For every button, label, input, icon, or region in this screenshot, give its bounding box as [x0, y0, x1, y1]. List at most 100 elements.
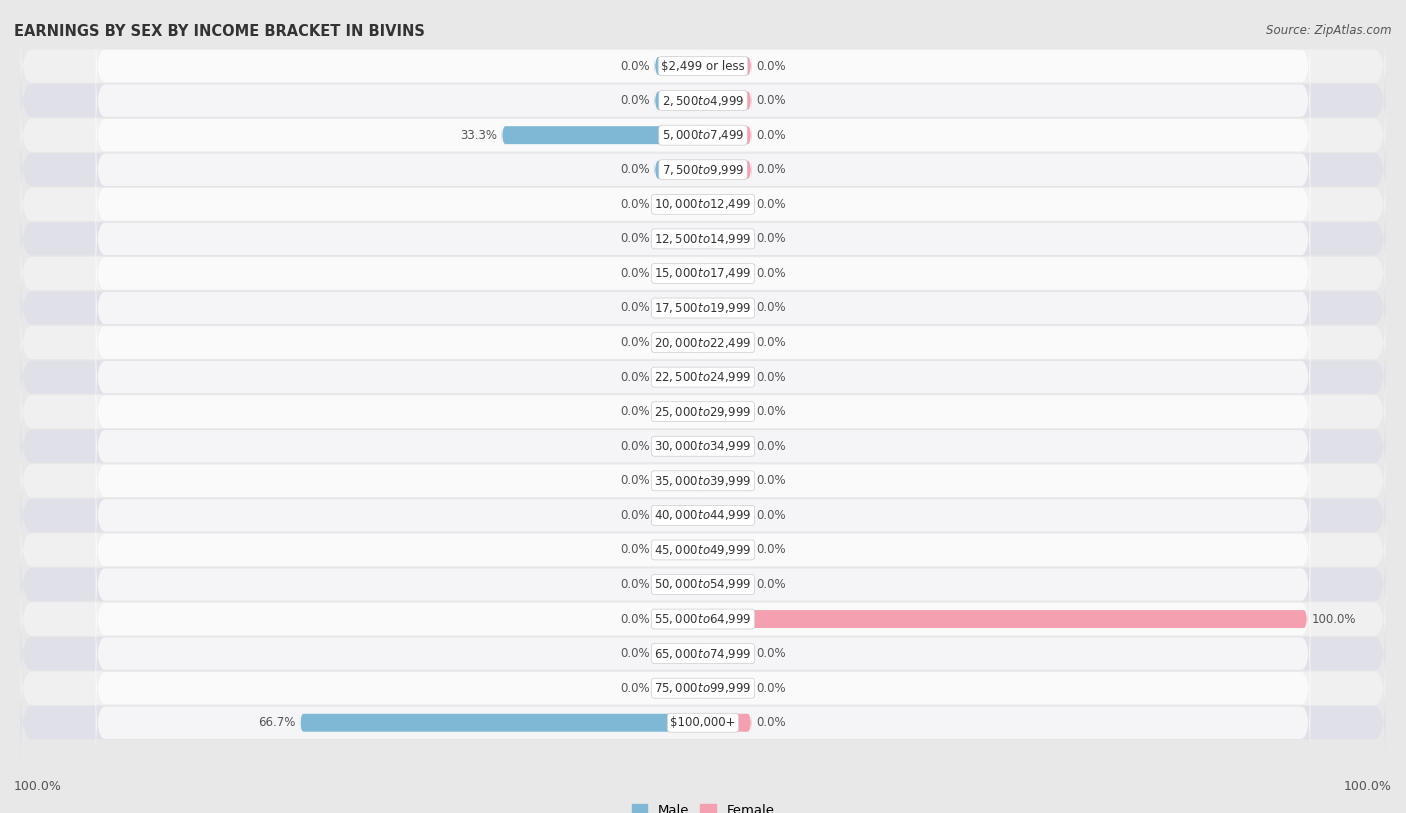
FancyBboxPatch shape [655, 227, 703, 250]
Text: 0.0%: 0.0% [756, 128, 786, 141]
FancyBboxPatch shape [20, 435, 1386, 527]
Text: $2,499 or less: $2,499 or less [661, 59, 745, 72]
Text: 0.0%: 0.0% [756, 267, 786, 280]
Text: 100.0%: 100.0% [14, 780, 62, 793]
Text: EARNINGS BY SEX BY INCOME BRACKET IN BIVINS: EARNINGS BY SEX BY INCOME BRACKET IN BIV… [14, 24, 425, 39]
FancyBboxPatch shape [20, 332, 1386, 423]
FancyBboxPatch shape [703, 400, 751, 424]
FancyBboxPatch shape [655, 572, 703, 596]
FancyBboxPatch shape [20, 124, 1386, 215]
Text: 66.7%: 66.7% [257, 716, 295, 729]
FancyBboxPatch shape [655, 642, 703, 665]
Text: $50,000 to $54,999: $50,000 to $54,999 [654, 577, 752, 592]
Text: $2,500 to $4,999: $2,500 to $4,999 [662, 93, 744, 107]
FancyBboxPatch shape [703, 365, 751, 389]
Text: 0.0%: 0.0% [756, 405, 786, 418]
FancyBboxPatch shape [96, 99, 1310, 171]
Text: $45,000 to $49,999: $45,000 to $49,999 [654, 543, 752, 557]
Text: 0.0%: 0.0% [756, 716, 786, 729]
FancyBboxPatch shape [502, 124, 703, 147]
FancyBboxPatch shape [96, 687, 1310, 759]
Text: 0.0%: 0.0% [620, 336, 650, 349]
Text: 0.0%: 0.0% [620, 59, 650, 72]
FancyBboxPatch shape [655, 262, 703, 285]
FancyBboxPatch shape [20, 401, 1386, 492]
Text: 33.3%: 33.3% [460, 128, 496, 141]
Text: 0.0%: 0.0% [620, 233, 650, 246]
FancyBboxPatch shape [655, 331, 703, 354]
Text: 0.0%: 0.0% [756, 371, 786, 384]
FancyBboxPatch shape [20, 55, 1386, 146]
Text: Source: ZipAtlas.com: Source: ZipAtlas.com [1267, 24, 1392, 37]
FancyBboxPatch shape [20, 539, 1386, 630]
FancyBboxPatch shape [703, 193, 751, 216]
Text: 0.0%: 0.0% [756, 474, 786, 487]
Text: $5,000 to $7,499: $5,000 to $7,499 [662, 128, 744, 142]
FancyBboxPatch shape [20, 470, 1386, 561]
Text: $55,000 to $64,999: $55,000 to $64,999 [654, 612, 752, 626]
Text: $12,500 to $14,999: $12,500 to $14,999 [654, 232, 752, 246]
Text: $35,000 to $39,999: $35,000 to $39,999 [654, 474, 752, 488]
FancyBboxPatch shape [703, 227, 751, 250]
Text: 0.0%: 0.0% [620, 612, 650, 625]
Text: $65,000 to $74,999: $65,000 to $74,999 [654, 646, 752, 661]
FancyBboxPatch shape [703, 158, 751, 181]
Text: $100,000+: $100,000+ [671, 716, 735, 729]
FancyBboxPatch shape [655, 676, 703, 700]
Text: 100.0%: 100.0% [1312, 612, 1357, 625]
Text: 0.0%: 0.0% [756, 163, 786, 176]
FancyBboxPatch shape [20, 573, 1386, 665]
FancyBboxPatch shape [96, 549, 1310, 620]
FancyBboxPatch shape [96, 480, 1310, 551]
FancyBboxPatch shape [703, 572, 751, 596]
FancyBboxPatch shape [96, 203, 1310, 275]
FancyBboxPatch shape [703, 331, 751, 354]
Text: 0.0%: 0.0% [756, 440, 786, 453]
Text: 0.0%: 0.0% [620, 578, 650, 591]
Text: 0.0%: 0.0% [620, 543, 650, 556]
FancyBboxPatch shape [20, 159, 1386, 250]
FancyBboxPatch shape [96, 653, 1310, 724]
Text: $40,000 to $44,999: $40,000 to $44,999 [654, 508, 752, 523]
FancyBboxPatch shape [20, 263, 1386, 354]
FancyBboxPatch shape [96, 237, 1310, 309]
Text: 0.0%: 0.0% [620, 440, 650, 453]
Text: 100.0%: 100.0% [1344, 780, 1392, 793]
FancyBboxPatch shape [20, 228, 1386, 319]
Text: $30,000 to $34,999: $30,000 to $34,999 [654, 439, 752, 453]
FancyBboxPatch shape [703, 262, 751, 285]
FancyBboxPatch shape [655, 538, 703, 562]
Text: 0.0%: 0.0% [620, 302, 650, 315]
FancyBboxPatch shape [655, 296, 703, 320]
FancyBboxPatch shape [96, 618, 1310, 689]
FancyBboxPatch shape [655, 400, 703, 424]
Text: 0.0%: 0.0% [620, 94, 650, 107]
FancyBboxPatch shape [703, 124, 751, 147]
FancyBboxPatch shape [96, 272, 1310, 344]
FancyBboxPatch shape [96, 30, 1310, 102]
Text: 0.0%: 0.0% [620, 474, 650, 487]
Text: $25,000 to $29,999: $25,000 to $29,999 [654, 405, 752, 419]
FancyBboxPatch shape [655, 607, 703, 631]
FancyBboxPatch shape [703, 676, 751, 700]
FancyBboxPatch shape [96, 341, 1310, 413]
FancyBboxPatch shape [655, 503, 703, 527]
FancyBboxPatch shape [655, 469, 703, 493]
Text: $7,500 to $9,999: $7,500 to $9,999 [662, 163, 744, 176]
Text: 0.0%: 0.0% [620, 371, 650, 384]
Text: $17,500 to $19,999: $17,500 to $19,999 [654, 301, 752, 315]
FancyBboxPatch shape [20, 20, 1386, 111]
FancyBboxPatch shape [20, 297, 1386, 388]
FancyBboxPatch shape [655, 89, 703, 112]
FancyBboxPatch shape [703, 469, 751, 493]
FancyBboxPatch shape [20, 642, 1386, 734]
FancyBboxPatch shape [96, 584, 1310, 654]
Text: 0.0%: 0.0% [620, 405, 650, 418]
Text: 0.0%: 0.0% [756, 647, 786, 660]
FancyBboxPatch shape [703, 642, 751, 665]
FancyBboxPatch shape [655, 434, 703, 458]
Text: 0.0%: 0.0% [756, 233, 786, 246]
FancyBboxPatch shape [703, 607, 1308, 631]
FancyBboxPatch shape [655, 158, 703, 181]
FancyBboxPatch shape [96, 65, 1310, 137]
